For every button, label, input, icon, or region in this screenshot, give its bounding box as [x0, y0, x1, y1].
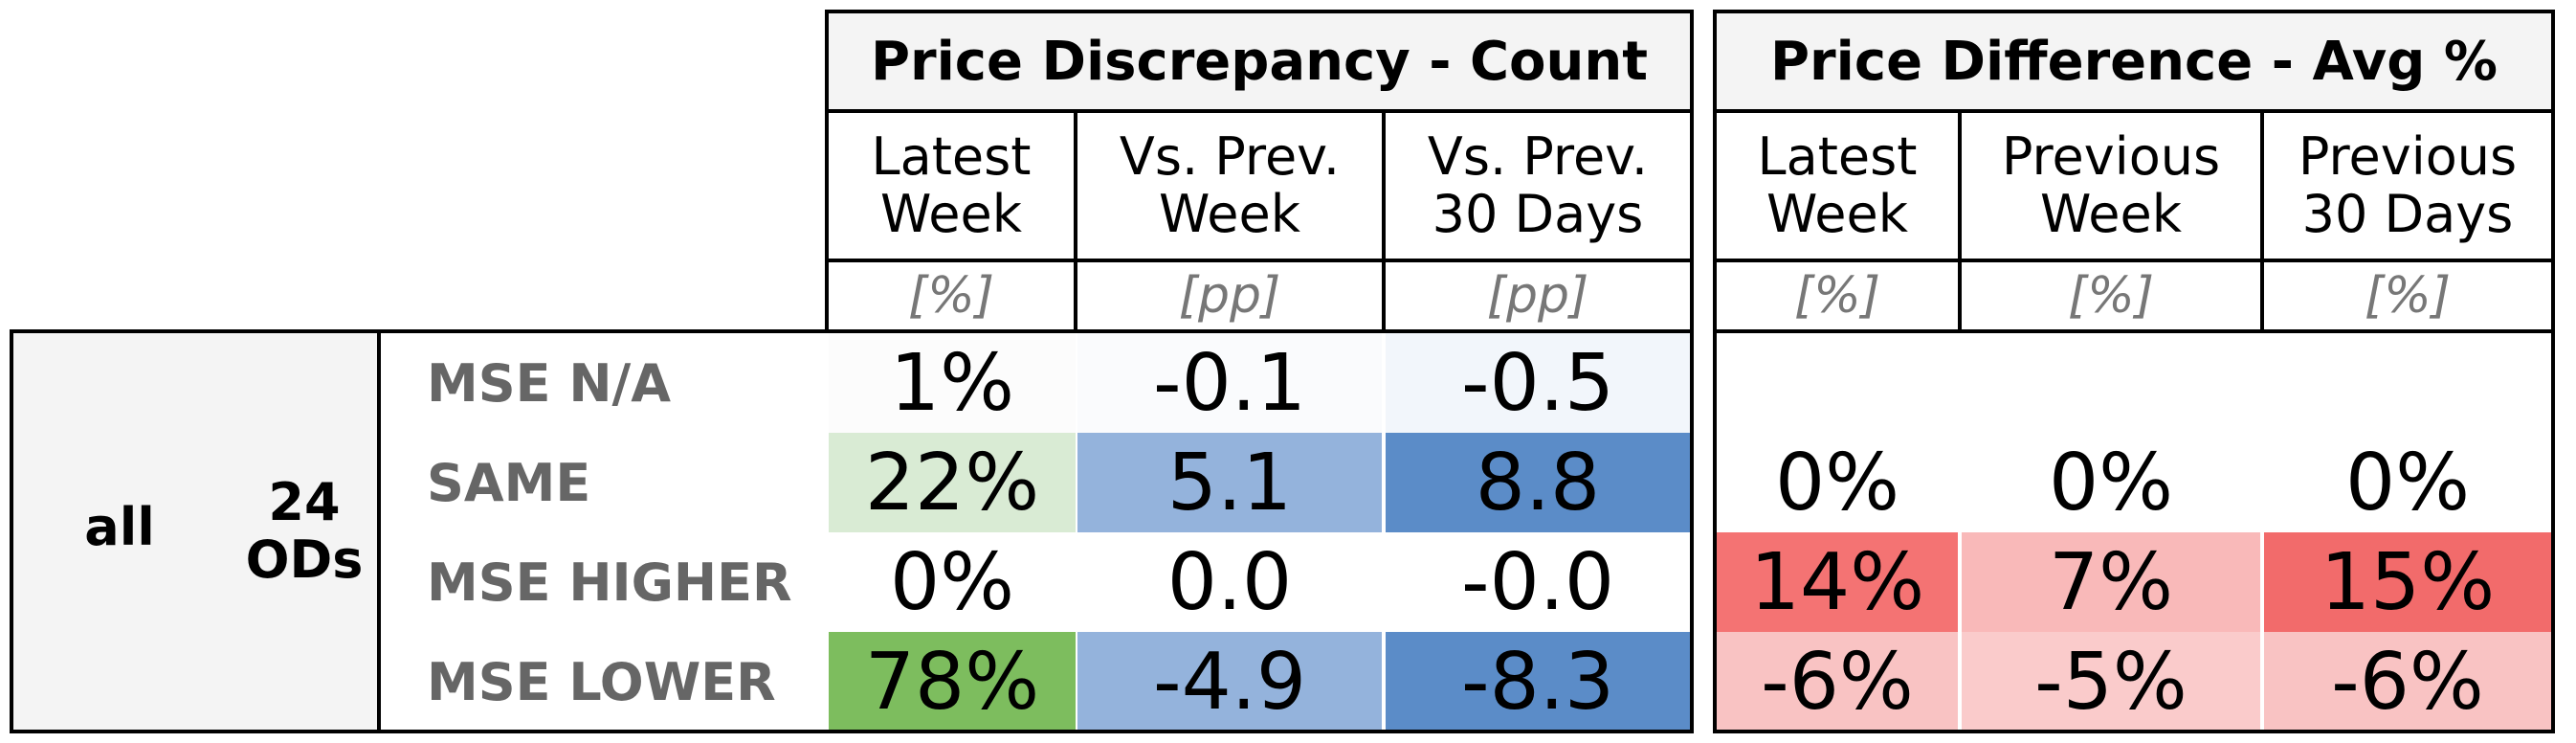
avg-pct-value-cell: 15% — [2264, 532, 2551, 632]
row-label: MSE HIGHER — [427, 552, 792, 613]
left-col-unit-2: [pp] — [1178, 267, 1281, 325]
left-col-header-vs-prev-30-days: Vs. Prev. 30 Days — [1427, 126, 1649, 244]
count-value-cell: 1% — [829, 333, 1076, 433]
right-col-header-latest-week: Latest Week — [1757, 126, 1918, 244]
avg-pct-value-cell — [2264, 333, 2551, 433]
avg-pct-value-cell: -6% — [2264, 632, 2551, 732]
right-col-unit-3: [%] — [2365, 267, 2451, 325]
count-value-cell: -0.0 — [1386, 532, 1690, 632]
count-value-cell: -0.5 — [1386, 333, 1690, 433]
right-col-header-previous-30-days: Previous 30 Days — [2298, 126, 2518, 244]
avg-pct-value-cell — [1717, 333, 1958, 433]
segment-label: all — [57, 479, 182, 574]
left-col-unit-3: [pp] — [1486, 267, 1589, 325]
left-col-header-latest-week: Latest Week — [871, 126, 1032, 244]
count-value-cell: 8.8 — [1386, 433, 1690, 532]
right-col-unit-2: [%] — [2068, 267, 2154, 325]
avg-pct-value-cell — [1962, 333, 2260, 433]
left-col-unit-1: [%] — [908, 267, 994, 325]
price-discrepancy-title: Price Discrepancy - Count — [827, 11, 1692, 111]
count-value-cell: -0.1 — [1077, 333, 1382, 433]
right-col-unit-1: [%] — [1794, 267, 1880, 325]
count-value-cell: -4.9 — [1077, 632, 1382, 732]
row-label: SAME — [427, 452, 591, 513]
avg-pct-value-cell: 0% — [1717, 433, 1958, 532]
avg-pct-value-cell: 14% — [1717, 532, 1958, 632]
count-value-cell: 0% — [829, 532, 1076, 632]
ods-count-label: 24 ODs — [230, 469, 379, 594]
avg-pct-value-cell: 0% — [2264, 433, 2551, 532]
left-col-header-vs-prev-week: Vs. Prev. Week — [1119, 126, 1341, 244]
avg-pct-value-cell: 7% — [1962, 532, 2260, 632]
avg-pct-value-cell: -6% — [1717, 632, 1958, 732]
avg-pct-value-cell: -5% — [1962, 632, 2260, 732]
count-value-cell: -8.3 — [1386, 632, 1690, 732]
row-label: MSE LOWER — [427, 651, 776, 712]
price-difference-title: Price Difference - Avg % — [1715, 11, 2553, 111]
count-value-cell: 5.1 — [1077, 433, 1382, 532]
count-value-cell: 78% — [829, 632, 1076, 732]
right-col-header-previous-week: Previous Week — [2001, 126, 2221, 244]
row-label: MSE N/A — [427, 352, 672, 414]
count-value-cell: 0.0 — [1077, 532, 1382, 632]
count-value-cell: 22% — [829, 433, 1076, 532]
avg-pct-value-cell: 0% — [1962, 433, 2260, 532]
